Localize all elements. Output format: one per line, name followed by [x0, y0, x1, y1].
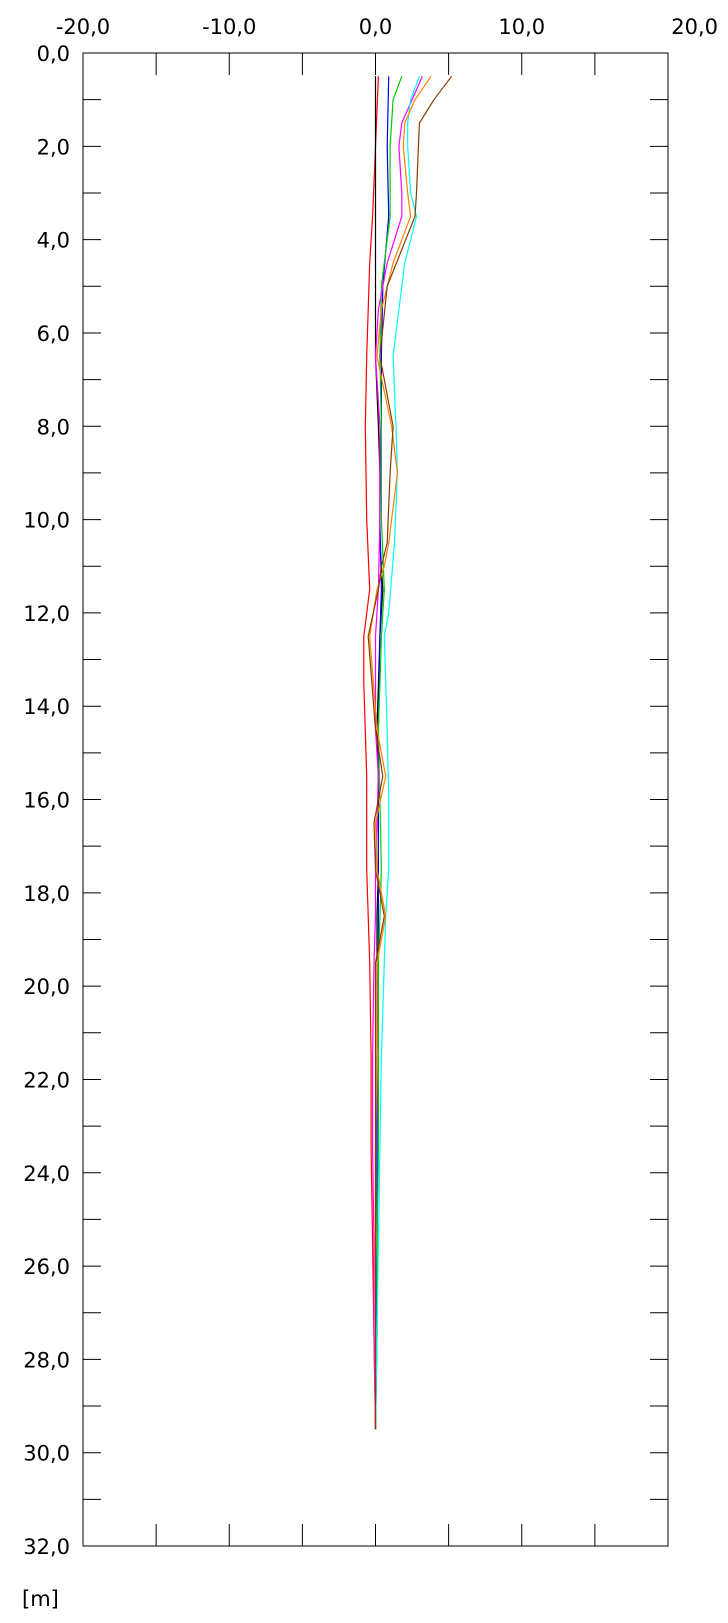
data-series: [363, 75, 453, 1430]
y-tick-label: 14,0: [23, 695, 70, 719]
y-tick-label: 16,0: [23, 789, 70, 813]
y-tick-label: 26,0: [23, 1255, 70, 1279]
x-tick-label: 20,0: [671, 15, 718, 39]
y-tick-label: 30,0: [23, 1442, 70, 1466]
series-line-6: [374, 76, 420, 1430]
y-tick-label: 32,0: [23, 1535, 70, 1559]
y-tick-label: 22,0: [23, 1068, 70, 1092]
x-tick-label: -10,0: [202, 15, 256, 39]
series-line-4: [374, 76, 403, 1430]
y-tick-label: 10,0: [23, 509, 70, 533]
series-line-3: [374, 76, 390, 1430]
y-tick-label: 28,0: [23, 1348, 70, 1372]
y-tick-label: 4,0: [37, 229, 70, 253]
axis-ticks: [83, 53, 668, 1546]
y-tick-label: 0,0: [37, 42, 70, 66]
y-tick-label: 2,0: [37, 135, 70, 159]
y-tick-label: 6,0: [37, 322, 70, 346]
y-tick-label: 18,0: [23, 882, 70, 906]
tick-labels: -20,0 -10,0 0,0 10,0 20,0 0,0 2,0 4,0 6,0 8,0 10,0…: [23, 15, 718, 1559]
y-tick-label: 8,0: [37, 415, 70, 439]
series-line-7: [369, 75, 432, 1430]
x-tick-label: 10,0: [498, 15, 545, 39]
series-line-1: [363, 76, 379, 1430]
x-tick-label: -20,0: [56, 15, 110, 39]
y-axis-unit-label: [m]: [22, 1587, 59, 1611]
y-tick-label: 24,0: [23, 1162, 70, 1186]
y-tick-label: 20,0: [23, 975, 70, 999]
series-line-5: [372, 76, 423, 1430]
series-line-8: [367, 75, 453, 1430]
y-tick-label: 12,0: [23, 602, 70, 626]
x-tick-label: 0,0: [359, 15, 392, 39]
